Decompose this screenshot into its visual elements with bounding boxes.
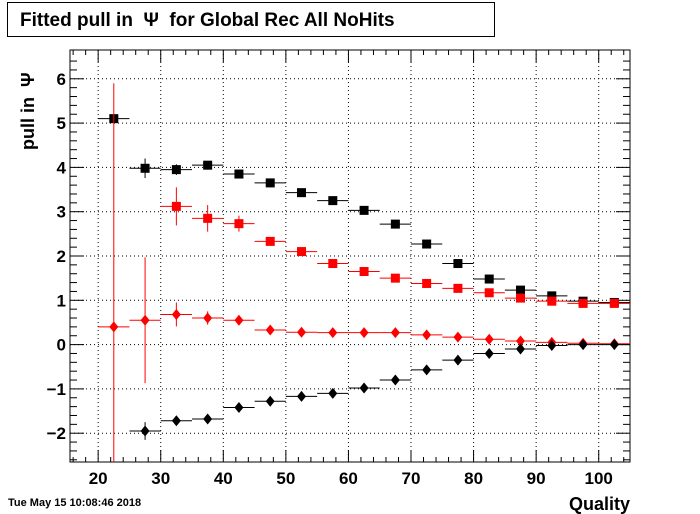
data-point-diamond	[422, 329, 432, 341]
data-point-diamond	[297, 326, 307, 338]
data-point-square	[609, 298, 619, 308]
data-point-square	[234, 169, 244, 179]
data-point-square	[203, 160, 213, 170]
data-point-diamond	[265, 324, 275, 336]
data-point-square	[297, 188, 307, 198]
data-point-diamond	[328, 387, 338, 399]
timestamp: Tue May 15 10:08:46 2018	[8, 497, 142, 509]
chart-title: Fitted pull in Ψ for Global Rec All NoHi…	[20, 10, 395, 31]
data-point-diamond	[140, 314, 150, 326]
data-point-diamond	[484, 347, 494, 359]
data-point-diamond	[265, 395, 275, 407]
data-point-diamond	[547, 339, 557, 351]
x-tick-label: 50	[276, 469, 295, 488]
data-point-square	[484, 288, 494, 298]
data-point-diamond	[203, 312, 213, 324]
y-tick-label: −2	[47, 424, 66, 443]
data-point-square	[422, 278, 432, 288]
data-point-square	[359, 267, 369, 277]
data-point-square	[453, 259, 463, 269]
x-tick-label: 30	[151, 469, 170, 488]
data-point-diamond	[359, 382, 369, 394]
data-point-square	[171, 201, 181, 211]
chart-title-box: Fitted pull in Ψ for Global Rec All NoHi…	[7, 2, 495, 37]
data-point-square	[140, 163, 150, 173]
data-point-diamond	[453, 331, 463, 343]
data-point-square	[328, 196, 338, 206]
x-tick-label: 60	[339, 469, 358, 488]
data-point-square	[516, 285, 526, 295]
data-point-square	[547, 296, 557, 306]
y-tick-label: 2	[57, 247, 66, 266]
data-point-square	[422, 239, 432, 249]
x-tick-label: 90	[527, 469, 546, 488]
grid-lines	[70, 50, 630, 462]
x-tick-label: 80	[464, 469, 483, 488]
data-point-square	[547, 291, 557, 301]
data-point-square	[265, 178, 275, 188]
data-point-diamond	[609, 339, 619, 351]
y-tick-label: 3	[57, 203, 66, 222]
data-points	[98, 83, 630, 462]
data-point-square	[297, 247, 307, 257]
data-point-diamond	[484, 333, 494, 345]
data-point-square	[390, 273, 400, 283]
data-point-diamond	[516, 343, 526, 355]
y-tick-label: 1	[57, 291, 66, 310]
x-tick-label: 40	[214, 469, 233, 488]
data-point-diamond	[422, 364, 432, 376]
data-point-diamond	[390, 327, 400, 339]
x-tick-label: 20	[89, 469, 108, 488]
y-axis-label: pull in Ψ	[18, 72, 38, 150]
data-point-diamond	[109, 321, 119, 333]
data-point-diamond	[171, 308, 181, 320]
x-tick-label: 100	[585, 469, 613, 488]
y-tick-label: 4	[57, 158, 67, 177]
data-point-square	[265, 236, 275, 246]
data-point-diamond	[234, 314, 244, 326]
data-point-diamond	[328, 327, 338, 339]
x-tick-label: 70	[402, 469, 421, 488]
y-tick-label: 0	[57, 336, 66, 355]
data-point-diamond	[359, 327, 369, 339]
data-point-diamond	[453, 354, 463, 366]
data-point-diamond	[390, 374, 400, 386]
data-point-diamond	[140, 425, 150, 437]
y-tick-label: 6	[57, 70, 66, 89]
data-point-square	[359, 205, 369, 215]
data-point-square	[203, 213, 213, 223]
data-point-square	[453, 283, 463, 293]
data-point-diamond	[234, 402, 244, 414]
y-tick-label: 5	[57, 114, 66, 133]
data-point-square	[234, 219, 244, 229]
data-point-diamond	[171, 415, 181, 427]
data-point-square	[390, 219, 400, 229]
axes: 20 30 40 50 60 70 80 90 100 −2 −1 0 1 2 3 4 5 6	[47, 50, 630, 488]
x-axis-label: Quality	[569, 494, 630, 514]
data-point-diamond	[203, 413, 213, 425]
data-point-square	[171, 165, 181, 175]
data-point-square	[578, 298, 588, 308]
data-point-diamond	[578, 339, 588, 351]
data-point-diamond	[516, 335, 526, 347]
data-point-diamond	[297, 390, 307, 402]
data-point-square	[328, 259, 338, 269]
data-point-square	[484, 274, 494, 284]
data-point-square	[516, 293, 526, 303]
y-tick-label: −1	[47, 380, 66, 399]
